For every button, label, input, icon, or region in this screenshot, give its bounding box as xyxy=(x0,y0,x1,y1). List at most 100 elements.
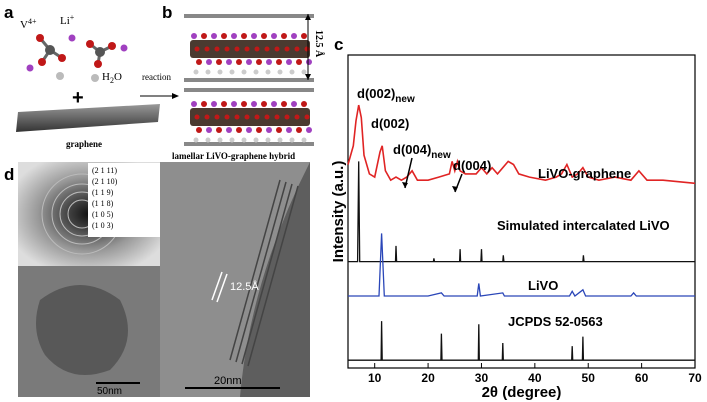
atom xyxy=(251,101,257,107)
x-tick-label: 70 xyxy=(688,371,702,385)
atom xyxy=(194,114,200,120)
atom xyxy=(216,127,222,133)
hrtem-region xyxy=(240,162,310,397)
panel-label: c xyxy=(334,35,343,54)
atom xyxy=(281,101,287,107)
atom xyxy=(271,101,277,107)
peak-label-sub: new xyxy=(395,94,415,105)
peak-label: d(004)new xyxy=(393,142,451,161)
plus-sign: + xyxy=(72,87,84,109)
series-label: JCPDS 52-0563 xyxy=(508,314,603,329)
peak-label-text: d(002) xyxy=(357,86,395,101)
atom xyxy=(256,59,262,65)
plane-index: (1 0 5) xyxy=(92,210,114,219)
y-axis-title: Intensity (a.u.) xyxy=(330,161,347,263)
peak-label-text: d(002) xyxy=(371,116,409,131)
panel-label: d xyxy=(4,165,14,184)
plane-index: (1 1 9) xyxy=(92,188,114,197)
atom xyxy=(231,33,237,39)
atom xyxy=(254,46,260,52)
series-label: LiVO xyxy=(528,278,558,293)
panel-label: a xyxy=(4,3,14,22)
plane-index: (2 1 11) xyxy=(92,166,117,175)
marker-line xyxy=(211,271,223,301)
scale-label: 50nm xyxy=(97,386,122,397)
atom xyxy=(294,46,300,52)
atom xyxy=(265,137,271,143)
arrow-head xyxy=(452,186,458,192)
x-tick-label: 60 xyxy=(635,371,649,385)
x-tick-label: 50 xyxy=(582,371,596,385)
atom xyxy=(277,137,283,143)
atom xyxy=(254,114,260,120)
plane-list: (2 1 11) (2 1 10) (1 1 9) (1 1 8) (1 0 5) (1 … xyxy=(92,166,118,230)
graphene-sheet xyxy=(16,104,160,132)
atom xyxy=(201,33,207,39)
atom xyxy=(271,33,277,39)
series-label: Simulated intercalated LiVO xyxy=(497,218,670,233)
atom xyxy=(265,69,271,75)
atom xyxy=(241,33,247,39)
atom xyxy=(301,33,307,39)
atom xyxy=(211,101,217,107)
atom xyxy=(301,101,307,107)
arrow-head xyxy=(172,93,179,99)
atom xyxy=(234,114,240,120)
atom xyxy=(291,33,297,39)
scale-label: 20nm xyxy=(214,375,242,387)
vanadate-molecule xyxy=(26,34,128,82)
atom xyxy=(229,69,235,75)
peak-label: d(002)new xyxy=(357,86,415,105)
atom xyxy=(191,101,197,107)
atom xyxy=(296,127,302,133)
atom xyxy=(289,137,295,143)
atom xyxy=(229,137,235,143)
atom xyxy=(241,137,247,143)
atom xyxy=(241,69,247,75)
peak-label-text: d(004) xyxy=(453,158,491,173)
x-tick-label: 10 xyxy=(368,371,382,385)
arrow-head xyxy=(402,182,408,188)
atom xyxy=(277,69,283,75)
xrd-pattern xyxy=(348,161,695,263)
atom xyxy=(236,127,242,133)
atom xyxy=(256,127,262,133)
atom xyxy=(244,114,250,120)
atom xyxy=(266,127,272,133)
xrd-chart: 10 20 30 40 50 60 70 2θ (degree) Intensity (a.u.… xyxy=(330,54,702,401)
index-box xyxy=(88,163,160,237)
molecule-label: H2O xyxy=(102,71,122,85)
ion-label: V4+ xyxy=(20,17,37,31)
atom xyxy=(217,69,223,75)
series-label: LiVO-graphene xyxy=(538,166,631,181)
atom xyxy=(216,59,222,65)
particle xyxy=(36,285,128,375)
atom xyxy=(301,69,307,75)
atom xyxy=(231,101,237,107)
atom xyxy=(289,69,295,75)
atom xyxy=(294,114,300,120)
marker-line xyxy=(216,273,228,303)
atom xyxy=(201,101,207,107)
atom xyxy=(191,33,197,39)
plane-index: (2 1 10) xyxy=(92,177,118,186)
atom xyxy=(301,137,307,143)
atom xyxy=(306,127,312,133)
atom xyxy=(266,59,272,65)
atom xyxy=(286,127,292,133)
peak-label-sub: new xyxy=(431,150,451,161)
caption: lamellar LiVO-graphene hybrid xyxy=(172,151,295,161)
spacing-label: 12.5Å xyxy=(230,280,259,293)
atom xyxy=(236,59,242,65)
atom xyxy=(253,137,259,143)
atom xyxy=(284,114,290,120)
atom xyxy=(304,46,310,52)
atom xyxy=(205,69,211,75)
atom xyxy=(205,137,211,143)
atom xyxy=(226,59,232,65)
atom xyxy=(193,69,199,75)
atom xyxy=(221,101,227,107)
atom xyxy=(274,114,280,120)
atom xyxy=(291,101,297,107)
